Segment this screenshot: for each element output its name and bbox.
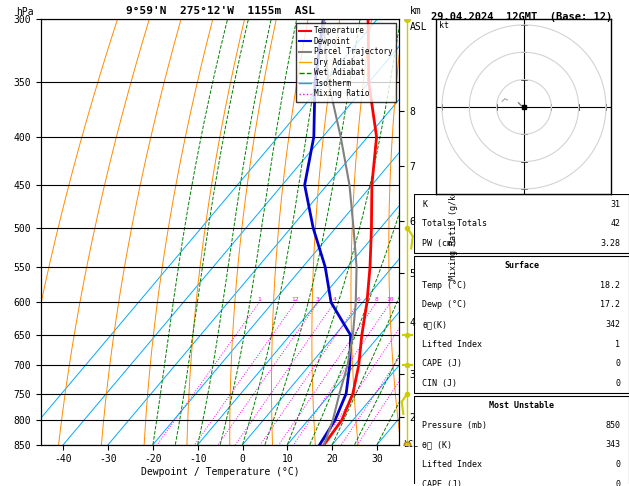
Text: θᴇ (K): θᴇ (K) [423, 440, 452, 450]
Text: kt: kt [439, 20, 449, 30]
Text: 3.28: 3.28 [601, 239, 620, 248]
Text: ASL: ASL [410, 21, 428, 32]
Text: 0: 0 [615, 379, 620, 388]
Text: LCL: LCL [403, 440, 418, 449]
Text: Totals Totals: Totals Totals [423, 219, 487, 228]
Text: 4: 4 [333, 297, 337, 302]
Text: Dewp (°C): Dewp (°C) [423, 300, 467, 310]
Text: PW (cm): PW (cm) [423, 239, 457, 248]
Legend: Temperature, Dewpoint, Parcel Trajectory, Dry Adiabat, Wet Adiabat, Isotherm, Mi: Temperature, Dewpoint, Parcel Trajectory… [296, 23, 396, 102]
Text: Pressure (mb): Pressure (mb) [423, 421, 487, 430]
Text: CAPE (J): CAPE (J) [423, 480, 462, 486]
Text: Temp (°C): Temp (°C) [423, 281, 467, 290]
Text: K: K [423, 200, 428, 208]
Text: 29.04.2024  12GMT  (Base: 12): 29.04.2024 12GMT (Base: 12) [431, 12, 612, 22]
Bar [414, 256, 629, 393]
Bar [414, 194, 629, 253]
Text: Most Unstable: Most Unstable [489, 401, 554, 410]
Text: 8: 8 [374, 297, 378, 302]
Text: 850: 850 [605, 421, 620, 430]
Text: hPa: hPa [16, 7, 33, 17]
Text: 3: 3 [316, 297, 320, 302]
Text: Mixing Ratio (g/kg): Mixing Ratio (g/kg) [448, 185, 458, 279]
Text: 342: 342 [605, 320, 620, 329]
Text: 6: 6 [357, 297, 360, 302]
Text: 31: 31 [610, 200, 620, 208]
Text: CAPE (J): CAPE (J) [423, 359, 462, 368]
Text: 0: 0 [615, 359, 620, 368]
Text: 18.2: 18.2 [601, 281, 620, 290]
Text: 15: 15 [413, 297, 421, 302]
Bar [414, 396, 629, 486]
Text: θᴇ(K): θᴇ(K) [423, 320, 447, 329]
Text: Surface: Surface [504, 261, 539, 270]
Text: 17.2: 17.2 [601, 300, 620, 310]
X-axis label: Dewpoint / Temperature (°C): Dewpoint / Temperature (°C) [141, 467, 299, 477]
Text: 1: 1 [257, 297, 261, 302]
Text: km: km [410, 6, 422, 16]
Text: 42: 42 [610, 219, 620, 228]
Text: 10: 10 [387, 297, 394, 302]
Text: 0: 0 [615, 480, 620, 486]
Text: CIN (J): CIN (J) [423, 379, 457, 388]
Text: 0: 0 [615, 460, 620, 469]
Text: Lifted Index: Lifted Index [423, 340, 482, 348]
Text: Lifted Index: Lifted Index [423, 460, 482, 469]
Text: 25: 25 [448, 297, 455, 302]
Text: 20: 20 [432, 297, 440, 302]
Title: 9°59'N  275°12'W  1155m  ASL: 9°59'N 275°12'W 1155m ASL [126, 6, 314, 16]
Text: 343: 343 [605, 440, 620, 450]
Text: 12: 12 [292, 297, 299, 302]
Text: 1: 1 [615, 340, 620, 348]
